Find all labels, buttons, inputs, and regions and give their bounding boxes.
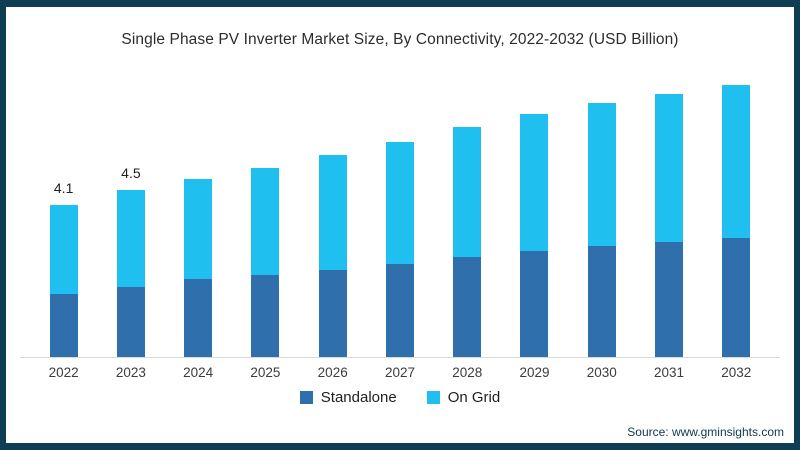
bar-segment-standalone [520, 251, 549, 357]
plot-area: 4.1 4.5 [30, 79, 770, 357]
bar-2030 [587, 103, 616, 357]
bar-group-2030 [568, 79, 635, 357]
bar-2025 [251, 167, 280, 357]
x-tick-2028: 2028 [452, 365, 483, 380]
bar-segment-on-grid [318, 155, 347, 270]
bar-segment-on-grid [251, 167, 280, 276]
bar-group-2022: 4.1 [30, 79, 97, 357]
source-note: Source: www.gminsights.com [627, 425, 784, 439]
x-tick-2030: 2030 [586, 365, 617, 380]
bar-segment-standalone [318, 269, 347, 357]
legend-swatch-icon [299, 391, 313, 404]
x-tick-2023: 2023 [115, 365, 146, 380]
bar-segment-on-grid [520, 114, 549, 252]
bar-segment-on-grid [184, 179, 213, 280]
x-tick-2032: 2032 [721, 365, 752, 380]
legend-item-standalone: Standalone [299, 389, 397, 406]
bar-2026 [318, 155, 347, 357]
bar-segment-on-grid [385, 142, 414, 265]
bar-group-2032 [703, 79, 770, 357]
x-axis-ticks: 2022 2023 2024 2025 2026 2027 2028 2029 2030 2031… [30, 365, 770, 380]
bar-segment-on-grid [116, 190, 145, 287]
bar-group-2031 [635, 79, 702, 357]
bar-segment-standalone [116, 286, 145, 357]
x-tick-2029: 2029 [519, 365, 550, 380]
bar-value-label-2022: 4.1 [53, 180, 74, 197]
x-tick-2025: 2025 [250, 365, 281, 380]
x-axis-line [20, 357, 780, 358]
bar-segment-on-grid [453, 127, 482, 257]
bar-segment-standalone [453, 256, 482, 357]
bar-group-2024 [165, 79, 232, 357]
bar-2027 [385, 142, 414, 357]
bar-segment-standalone [49, 294, 78, 357]
x-tick-2022: 2022 [48, 365, 79, 380]
bar-segment-on-grid [722, 84, 751, 239]
bar-2032 [722, 84, 751, 357]
legend-label: On Grid [447, 389, 501, 406]
bar-segment-standalone [655, 242, 684, 357]
bar-segment-on-grid [49, 205, 78, 294]
chart-title: Single Phase PV Inverter Market Size, By… [121, 31, 679, 48]
bar-segment-standalone [385, 264, 414, 357]
bar-value-label-2023: 4.5 [121, 165, 141, 182]
bar-2028 [453, 127, 482, 357]
bar-group-2027 [366, 79, 433, 357]
bar-2031 [655, 93, 684, 357]
bar-2024 [184, 179, 213, 357]
bar-segment-on-grid [587, 103, 616, 246]
bar-2023 [116, 190, 145, 357]
legend-swatch-icon [426, 391, 440, 404]
bar-segment-standalone [587, 245, 616, 357]
x-tick-2027: 2027 [384, 365, 415, 380]
bar-segment-standalone [722, 238, 751, 357]
bar-segment-on-grid [655, 93, 684, 243]
bar-group-2025 [232, 79, 299, 357]
bar-2029 [520, 114, 549, 357]
bar-group-2026 [299, 79, 366, 357]
bar-segment-standalone [184, 279, 213, 357]
x-tick-2024: 2024 [183, 365, 214, 380]
bar-segment-standalone [251, 275, 280, 357]
x-tick-2026: 2026 [317, 365, 348, 380]
bar-2022 [49, 205, 78, 357]
legend-item-on-grid: On Grid [426, 389, 501, 406]
bar-group-2023: 4.5 [97, 79, 164, 357]
x-tick-2031: 2031 [654, 365, 685, 380]
bar-group-2029 [501, 79, 568, 357]
legend-label: Standalone [320, 389, 397, 406]
legend: Standalone On Grid [6, 389, 794, 406]
bar-group-2028 [434, 79, 501, 357]
